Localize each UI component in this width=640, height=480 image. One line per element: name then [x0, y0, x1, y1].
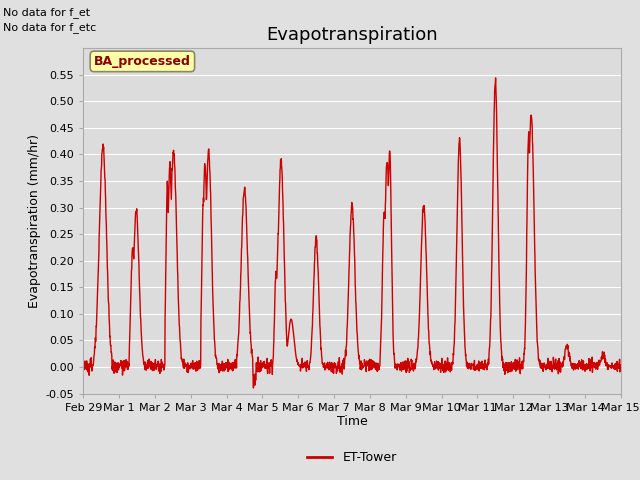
Title: Evapotranspiration: Evapotranspiration — [266, 25, 438, 44]
X-axis label: Time: Time — [337, 415, 367, 429]
Text: BA_processed: BA_processed — [94, 55, 191, 68]
Legend: ET-Tower: ET-Tower — [302, 446, 402, 469]
Text: No data for f_etc: No data for f_etc — [3, 22, 97, 33]
Text: No data for f_et: No data for f_et — [3, 7, 90, 18]
Y-axis label: Evapotranspiration (mm/hr): Evapotranspiration (mm/hr) — [28, 134, 42, 308]
